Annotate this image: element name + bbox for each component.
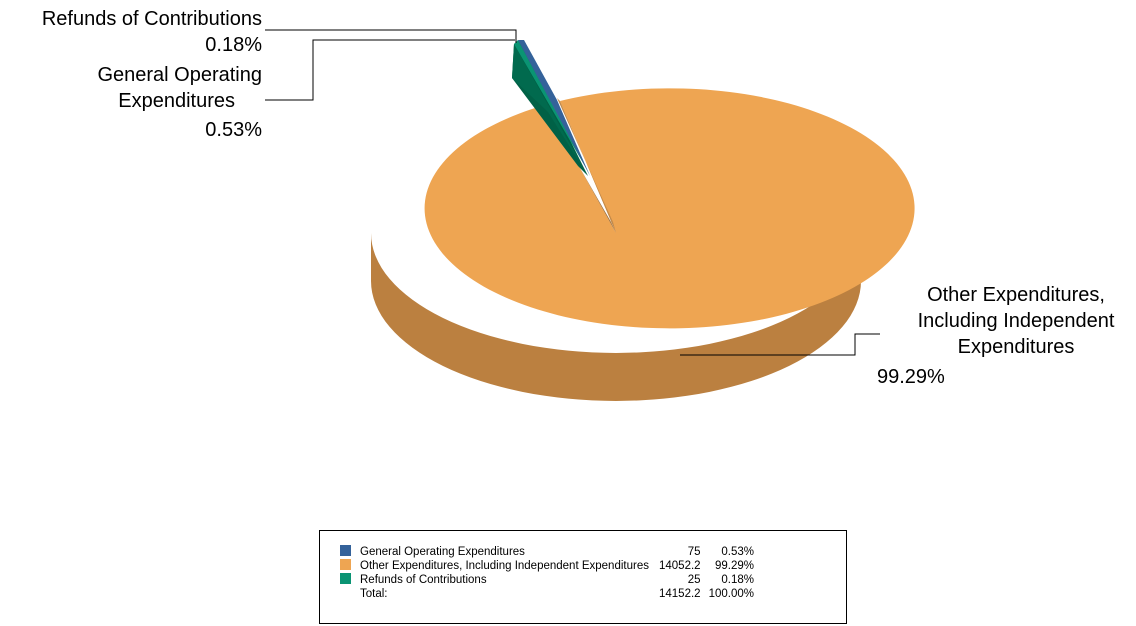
legend-swatch-refunds xyxy=(340,573,351,585)
callout-refunds-label: Refunds of Contributions xyxy=(42,8,262,30)
legend-percent: 0.18% xyxy=(721,574,754,586)
slice-other-expenditures xyxy=(424,88,915,329)
legend-row: General Operating Expenditures 75 0.53% xyxy=(340,545,754,559)
callout-other-label-line3: Expenditures xyxy=(958,336,1075,358)
leader-line-refunds xyxy=(265,29,517,43)
legend-total-percent: 100.00% xyxy=(708,588,754,600)
slice-side-general-operating xyxy=(512,40,588,176)
pie-3d-group xyxy=(371,40,915,401)
callout-other-percent: 99.29% xyxy=(877,366,945,388)
legend-percent: 99.29% xyxy=(714,560,754,572)
leader-line-general xyxy=(265,39,515,101)
callout-other-label-line1: Other Expenditures, xyxy=(927,284,1105,306)
legend-value: 25 xyxy=(687,574,701,586)
callout-other-label-line2: Including Independent xyxy=(918,310,1115,332)
legend-swatch-other xyxy=(340,559,351,571)
legend-row: Refunds of Contributions 25 0.18% xyxy=(340,573,754,587)
slice-general-operating-top xyxy=(518,40,590,176)
chart-legend: General Operating Expenditures 75 0.53% … xyxy=(319,530,847,624)
legend-label: Refunds of Contributions xyxy=(360,574,487,586)
legend-label: General Operating Expenditures xyxy=(360,546,525,558)
slice-general-operating-expenditures xyxy=(512,44,588,176)
legend-table: General Operating Expenditures 75 0.53% … xyxy=(340,545,754,601)
callout-general-label-line2: Expenditures xyxy=(118,90,235,112)
legend-row: Other Expenditures, Including Independen… xyxy=(340,559,754,573)
legend-swatch-general xyxy=(340,545,351,557)
callout-general-percent: 0.53% xyxy=(205,119,262,141)
legend-total-value: 14152.2 xyxy=(658,588,701,600)
callout-refunds-percent: 0.18% xyxy=(205,34,262,56)
legend-percent: 0.53% xyxy=(721,546,754,558)
legend-total-row: Total: 14152.2 100.00% xyxy=(340,587,754,601)
leader-line-other xyxy=(680,333,880,356)
legend-value: 75 xyxy=(687,546,701,558)
slice-side-other-expenditures xyxy=(371,233,861,401)
slice-refunds-of-contributions xyxy=(514,40,590,175)
legend-value: 14052.2 xyxy=(658,560,701,572)
callout-general-label-line1: General Operating xyxy=(97,64,262,86)
legend-label: Other Expenditures, Including Independen… xyxy=(360,560,649,572)
legend-total-label: Total: xyxy=(360,588,388,600)
